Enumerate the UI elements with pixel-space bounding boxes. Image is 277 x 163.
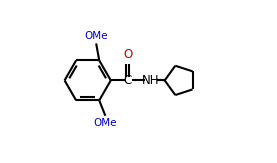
Text: O: O [123, 48, 132, 61]
Text: OMe: OMe [94, 118, 117, 128]
Text: C: C [124, 74, 132, 87]
Text: NH: NH [142, 74, 160, 87]
Text: OMe: OMe [84, 31, 108, 41]
